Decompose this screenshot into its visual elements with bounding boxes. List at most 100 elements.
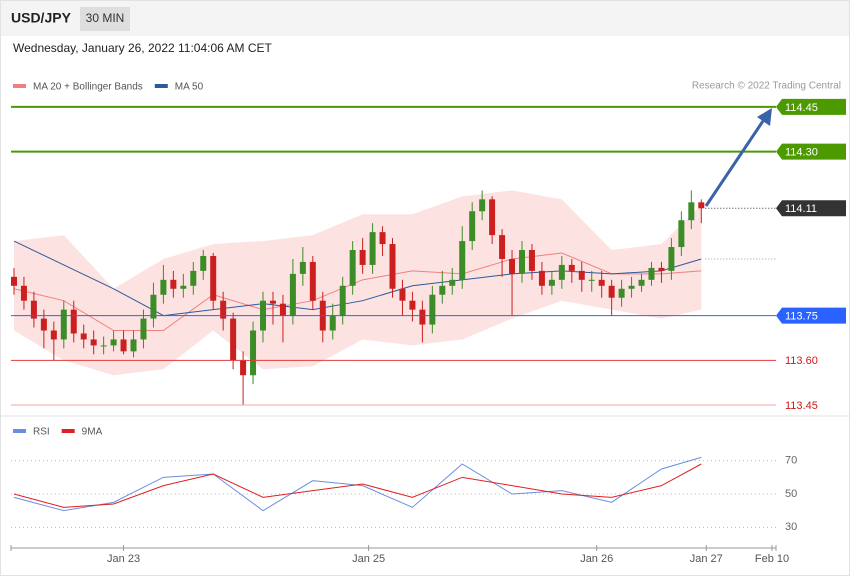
candle-body <box>598 279 605 286</box>
candle-body <box>269 300 276 304</box>
candle-body <box>389 244 396 289</box>
candle-body <box>459 241 466 280</box>
candle-body <box>608 285 615 298</box>
candle-body <box>200 255 207 271</box>
candle-body <box>688 202 695 221</box>
legend-label: MA 50 <box>175 82 204 93</box>
x-tick-label: Jan 27 <box>690 553 723 565</box>
candle-body <box>10 276 17 286</box>
candle-body <box>60 309 67 340</box>
header-bar <box>1 1 849 36</box>
legend-swatch <box>154 84 168 88</box>
moving-average <box>13 252 702 332</box>
candle-body <box>240 360 247 376</box>
candle-body <box>339 285 346 316</box>
candle-body <box>140 318 147 340</box>
candle-body <box>309 261 316 301</box>
candle-body <box>250 330 257 376</box>
candle-body <box>489 199 496 236</box>
legend-label: RSI <box>33 427 50 438</box>
rsi-panel: 30 50 70 RSI 9MA Jan 23 Jan 25 Jan 26 Jan 27 Feb … <box>10 427 797 565</box>
level-tag <box>776 200 846 217</box>
y-tick-label: 70 <box>785 455 797 467</box>
candle-body <box>509 258 516 274</box>
candle-body <box>299 261 306 274</box>
candle-body <box>698 202 705 209</box>
candle-body <box>678 220 685 248</box>
x-tick-label: Jan 25 <box>352 553 385 565</box>
legend-swatch <box>13 429 26 433</box>
candle-body <box>638 279 645 286</box>
candle-body <box>190 270 197 286</box>
candle-body <box>449 279 456 286</box>
projection-arrow <box>704 120 765 207</box>
candle-body <box>658 267 665 271</box>
candle-body <box>648 267 655 280</box>
level-label: 114.30 <box>785 147 818 159</box>
legend-label: 9MA <box>82 427 103 438</box>
candle-body <box>349 250 356 286</box>
level-tag <box>776 307 846 324</box>
candle-body <box>479 199 486 212</box>
candle-body <box>160 279 167 295</box>
candle-body <box>409 300 416 310</box>
candle-body <box>439 285 446 295</box>
price-panel: MA 20 + Bollinger Bands MA 50 114.45 114.30… <box>10 82 846 412</box>
candle-body <box>180 285 187 289</box>
credit: Research © 2022 Trading Central <box>692 81 841 92</box>
candle-body <box>419 309 426 325</box>
candle-body <box>220 300 227 319</box>
candle-body <box>80 333 87 340</box>
legend-swatch <box>61 429 75 433</box>
candle-body <box>289 273 296 316</box>
level-label: 114.45 <box>785 102 818 114</box>
candle-body <box>578 270 585 280</box>
level-label: 113.45 <box>785 400 818 412</box>
candle-body <box>548 279 555 286</box>
candle-body <box>369 232 376 265</box>
candle-body <box>668 247 675 271</box>
candle-body <box>628 285 635 289</box>
candle-body <box>120 339 127 352</box>
interval[interactable]: 30 MIN <box>86 11 125 25</box>
candle-body <box>469 211 476 242</box>
candle-body <box>70 309 77 334</box>
level-tag <box>776 98 846 115</box>
candle-body <box>329 315 336 331</box>
x-tick-label: Feb 10 <box>755 553 789 565</box>
legend-swatch <box>13 84 26 88</box>
candle-body <box>100 345 107 347</box>
y-tick-label: 50 <box>785 488 797 500</box>
candle-body <box>90 339 97 346</box>
level-label: 114.11 <box>785 203 817 215</box>
candle-body <box>50 330 57 340</box>
candle-body <box>40 318 47 331</box>
candle-body <box>30 300 37 319</box>
candle-body <box>20 285 27 301</box>
candle-body <box>170 279 177 289</box>
candle-body <box>230 318 237 361</box>
level-tag <box>776 143 846 160</box>
candle-body <box>568 264 575 271</box>
interval-badge[interactable] <box>80 7 130 31</box>
candle-body <box>150 294 157 319</box>
candle-body <box>359 250 366 265</box>
candle-body <box>538 270 545 286</box>
candle-body <box>210 255 217 301</box>
x-tick-label: Jan 26 <box>580 553 613 565</box>
bollinger-band <box>13 190 702 376</box>
arrow-head <box>757 108 772 126</box>
candle-body <box>588 279 595 281</box>
candle-body <box>499 235 506 259</box>
level-label: 113.75 <box>785 311 818 323</box>
candle-body <box>618 288 625 298</box>
legend-label: MA 20 + Bollinger Bands <box>33 82 143 93</box>
candle-body <box>558 264 565 280</box>
level-label: 113.60 <box>785 355 818 367</box>
symbol: USD/JPY <box>11 10 72 26</box>
candle-body <box>429 294 436 325</box>
moving-average <box>13 240 702 317</box>
candle-body <box>110 339 117 346</box>
y-tick-label: 30 <box>785 521 797 533</box>
